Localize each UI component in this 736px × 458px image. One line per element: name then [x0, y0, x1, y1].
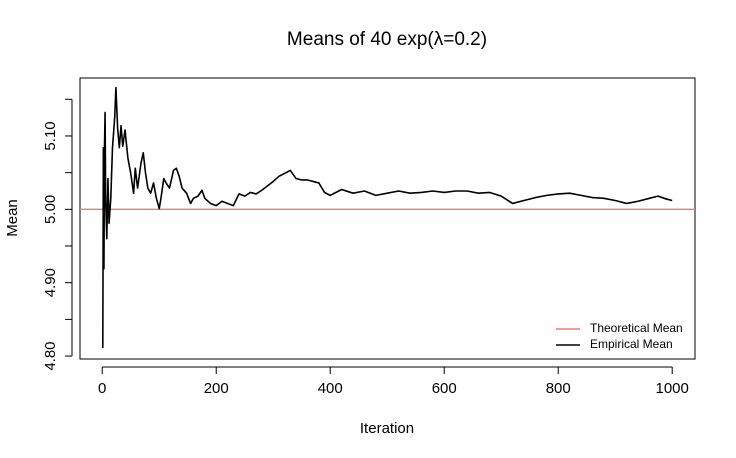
y-axis-label: Mean [4, 199, 21, 237]
x-tick-label: 400 [318, 380, 343, 397]
data-line [102, 86, 673, 348]
y-tick-label: 4.80 [42, 341, 59, 370]
x-axis-label: Iteration [360, 420, 414, 437]
y-tick-label: 5.00 [42, 195, 59, 224]
x-tick-label: 200 [204, 380, 229, 397]
x-tick-label: 600 [432, 380, 457, 397]
legend-label: Theoretical Mean [590, 321, 683, 335]
x-tick-label: 0 [98, 380, 106, 397]
x-tick-label: 800 [546, 380, 571, 397]
plot-frame [79, 77, 696, 360]
legend-label: Empirical Mean [590, 337, 673, 351]
x-tick-label: 1000 [656, 380, 689, 397]
chart-title: Means of 40 exp(λ=0.2) [287, 29, 487, 50]
y-tick-label: 4.90 [42, 268, 59, 297]
y-tick-label: 5.10 [42, 121, 59, 150]
